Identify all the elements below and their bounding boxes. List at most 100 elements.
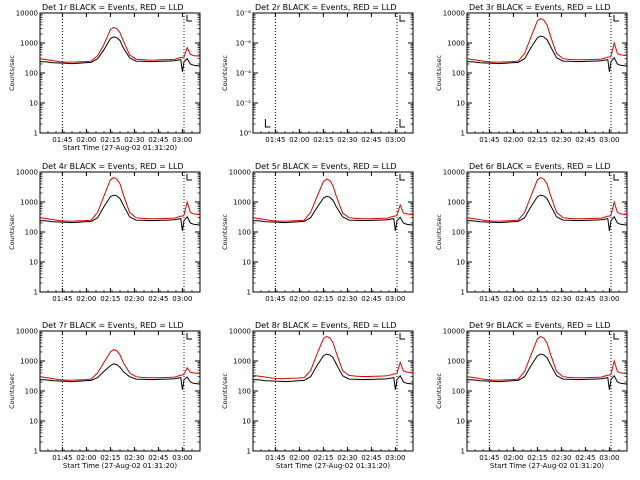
x-tick-label: 02:45 bbox=[575, 136, 595, 144]
x-tick-label: 02:45 bbox=[575, 295, 595, 303]
x-tick-label: 02:30 bbox=[337, 136, 357, 144]
chart-title: Det 5r BLACK = Events, RED = LLD bbox=[255, 162, 397, 171]
y-tick-label: 100 bbox=[452, 70, 465, 78]
chart-panel-5: Det 5r BLACK = Events, RED = LLD 1 10 100 10… bbox=[221, 162, 414, 303]
x-tick-label: 02:30 bbox=[124, 454, 144, 462]
y-axis-label: Counts/sec bbox=[8, 55, 16, 91]
x-tick-label: 03:00 bbox=[172, 454, 192, 462]
y-tick-label: 100 bbox=[452, 388, 465, 396]
y-tick-label: 1000 bbox=[447, 358, 465, 366]
y-tick-label: 10 bbox=[242, 259, 251, 267]
chart-title: Det 3r BLACK = Events, RED = LLD bbox=[469, 3, 611, 12]
y-axis-label: Counts/sec bbox=[221, 373, 229, 409]
series-line-lld bbox=[39, 349, 201, 381]
x-tick-label: 01:45 bbox=[52, 454, 72, 462]
x-tick-label: 02:30 bbox=[337, 454, 357, 462]
y-tick-label: 100 bbox=[25, 229, 38, 237]
x-tick-label: 02:30 bbox=[337, 295, 357, 303]
plot-frame bbox=[39, 12, 201, 134]
chart-title: Det 1r BLACK = Events, RED = LLD bbox=[42, 3, 184, 12]
x-tick-label: 01:45 bbox=[479, 454, 499, 462]
marker-bracket bbox=[613, 15, 619, 22]
y-tick-label: 10⁻⁶ bbox=[236, 40, 252, 48]
plot-frame bbox=[252, 330, 414, 452]
y-tick-label: 10 bbox=[29, 100, 38, 108]
x-tick-label: 02:15 bbox=[313, 454, 333, 462]
y-tick-label: 10 bbox=[29, 418, 38, 426]
marker-bracket bbox=[264, 119, 271, 128]
chart-panel-6: Det 6r BLACK = Events, RED = LLD 1 10 100 10… bbox=[435, 162, 628, 303]
plot-frame bbox=[466, 171, 628, 293]
x-tick-label: 02:45 bbox=[148, 295, 168, 303]
y-axis-label: Counts/sec bbox=[221, 214, 229, 250]
y-tick-label: 10⁻² bbox=[236, 100, 252, 108]
x-axis-label: Start Time (27-Aug-02 01:31:20) bbox=[63, 462, 177, 470]
series-line-events bbox=[39, 363, 201, 390]
chart-panel-8: Det 8r BLACK = Events, RED = LLD 1 10 100 10… bbox=[221, 321, 414, 470]
marker-bracket bbox=[399, 174, 405, 181]
plot-frame bbox=[466, 330, 628, 452]
x-tick-label: 01:45 bbox=[52, 136, 72, 144]
y-tick-label: 10⁻⁸ bbox=[236, 10, 252, 18]
y-tick-label: 10000 bbox=[16, 10, 38, 18]
y-tick-label: 10 bbox=[456, 259, 465, 267]
x-tick-label: 03:00 bbox=[172, 295, 192, 303]
x-axis-label: Start Time (27-Aug-02 01:31:20) bbox=[276, 462, 390, 470]
y-tick-label: 1000 bbox=[20, 40, 38, 48]
chart-panel-2: Det 2r BLACK = Events, RED = LLD 10⁰ 10⁻² 1… bbox=[221, 3, 414, 144]
x-tick-label: 01:45 bbox=[265, 454, 285, 462]
chart-title: Det 7r BLACK = Events, RED = LLD bbox=[42, 321, 184, 330]
chart-title: Det 8r BLACK = Events, RED = LLD bbox=[255, 321, 397, 330]
x-tick-label: 02:00 bbox=[76, 295, 96, 303]
x-tick-label: 01:45 bbox=[52, 295, 72, 303]
marker-bracket bbox=[613, 333, 619, 340]
y-tick-label: 1 bbox=[34, 448, 38, 456]
y-axis-label: Counts/sec bbox=[221, 55, 229, 91]
chart-panel-4: Det 4r BLACK = Events, RED = LLD 1 10 100 10… bbox=[8, 162, 201, 303]
y-tick-label: 1000 bbox=[233, 199, 251, 207]
y-tick-label: 10 bbox=[456, 418, 465, 426]
y-axis-label: Counts/sec bbox=[435, 214, 443, 250]
y-tick-label: 10000 bbox=[443, 169, 465, 177]
x-tick-label: 02:45 bbox=[575, 454, 595, 462]
y-tick-label: 1 bbox=[461, 289, 465, 297]
y-tick-label: 10 bbox=[456, 100, 465, 108]
x-tick-label: 02:45 bbox=[148, 454, 168, 462]
x-tick-label: 02:00 bbox=[503, 295, 523, 303]
y-tick-label: 10000 bbox=[16, 328, 38, 336]
x-tick-label: 01:45 bbox=[479, 295, 499, 303]
y-tick-label: 1 bbox=[247, 448, 251, 456]
marker-bracket bbox=[399, 119, 405, 128]
x-tick-label: 02:15 bbox=[313, 136, 333, 144]
x-tick-label: 02:15 bbox=[313, 295, 333, 303]
x-tick-label: 01:45 bbox=[479, 136, 499, 144]
y-tick-label: 1 bbox=[34, 130, 38, 138]
chart-panel-7: Det 7r BLACK = Events, RED = LLD 1 10 100 10… bbox=[8, 321, 201, 470]
series-line-events bbox=[39, 36, 201, 72]
marker-bracket bbox=[399, 15, 405, 22]
y-tick-label: 10000 bbox=[443, 10, 465, 18]
x-axis-label: Start Time (27-Aug-02 01:31:20) bbox=[490, 462, 604, 470]
x-tick-label: 02:15 bbox=[100, 136, 120, 144]
y-axis-label: Counts/sec bbox=[435, 373, 443, 409]
y-tick-label: 1 bbox=[247, 289, 251, 297]
x-tick-label: 03:00 bbox=[385, 136, 405, 144]
y-axis-label: Counts/sec bbox=[8, 373, 16, 409]
plot-frame bbox=[39, 330, 201, 452]
x-tick-label: 02:45 bbox=[361, 136, 381, 144]
y-tick-label: 10 bbox=[242, 418, 251, 426]
y-tick-label: 1 bbox=[461, 130, 465, 138]
y-tick-label: 1000 bbox=[447, 40, 465, 48]
y-tick-label: 10⁰ bbox=[239, 130, 251, 138]
x-tick-label: 02:15 bbox=[527, 136, 547, 144]
chart-title: Det 4r BLACK = Events, RED = LLD bbox=[42, 162, 184, 171]
y-tick-label: 1000 bbox=[233, 358, 251, 366]
plot-frame bbox=[252, 171, 414, 293]
x-tick-label: 02:45 bbox=[361, 295, 381, 303]
y-tick-label: 10000 bbox=[16, 169, 38, 177]
x-tick-label: 02:30 bbox=[124, 136, 144, 144]
y-tick-label: 10⁻⁴ bbox=[236, 70, 252, 78]
series-line-lld bbox=[466, 177, 628, 222]
x-tick-label: 02:15 bbox=[100, 454, 120, 462]
x-tick-label: 02:00 bbox=[503, 454, 523, 462]
